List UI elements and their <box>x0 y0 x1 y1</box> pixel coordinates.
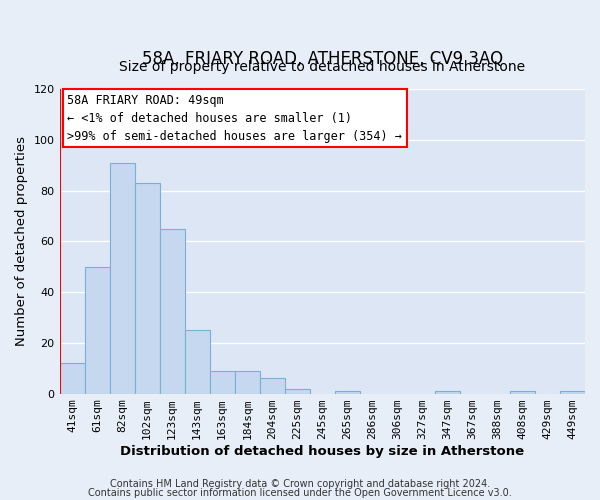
Y-axis label: Number of detached properties: Number of detached properties <box>15 136 28 346</box>
Bar <box>560 391 585 394</box>
Bar <box>59 363 85 394</box>
Bar <box>435 391 460 394</box>
Bar <box>510 391 535 394</box>
Title: 58A, FRIARY ROAD, ATHERSTONE, CV9 3AQ: 58A, FRIARY ROAD, ATHERSTONE, CV9 3AQ <box>142 50 503 68</box>
Bar <box>235 370 260 394</box>
Text: Size of property relative to detached houses in Atherstone: Size of property relative to detached ho… <box>119 60 526 74</box>
Bar <box>209 370 235 394</box>
Bar <box>185 330 209 394</box>
Bar <box>260 378 285 394</box>
Bar <box>110 162 134 394</box>
Bar <box>134 183 160 394</box>
X-axis label: Distribution of detached houses by size in Atherstone: Distribution of detached houses by size … <box>120 444 524 458</box>
Bar <box>335 391 360 394</box>
Bar <box>160 228 185 394</box>
Bar <box>85 266 110 394</box>
Bar <box>285 388 310 394</box>
Text: Contains public sector information licensed under the Open Government Licence v3: Contains public sector information licen… <box>88 488 512 498</box>
Text: 58A FRIARY ROAD: 49sqm
← <1% of detached houses are smaller (1)
>99% of semi-det: 58A FRIARY ROAD: 49sqm ← <1% of detached… <box>67 94 402 142</box>
Text: Contains HM Land Registry data © Crown copyright and database right 2024.: Contains HM Land Registry data © Crown c… <box>110 479 490 489</box>
